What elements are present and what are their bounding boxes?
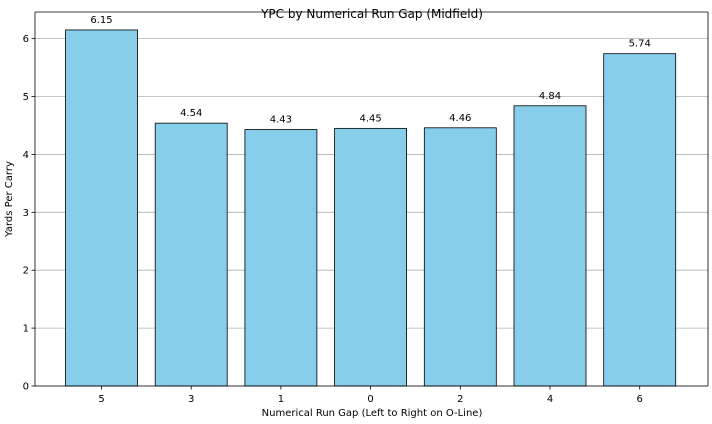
bar-value-label: 4.84 bbox=[539, 91, 561, 102]
x-axis-label: Numerical Run Gap (Left to Right on O-Li… bbox=[262, 408, 483, 419]
bar-value-label: 5.74 bbox=[629, 39, 651, 50]
y-tick-label: 3 bbox=[23, 208, 29, 219]
bar-value-label: 6.15 bbox=[90, 15, 112, 26]
bar-2 bbox=[423, 127, 497, 387]
x-ticks: 5 3 1 0 2 4 6 bbox=[98, 386, 643, 405]
x-tick-label: 0 bbox=[367, 394, 373, 405]
y-ticks: 0 1 2 3 4 5 6 bbox=[23, 34, 35, 393]
bar-value-label: 4.54 bbox=[180, 108, 202, 119]
bar-4 bbox=[513, 105, 587, 387]
x-tick-label: 4 bbox=[547, 394, 553, 405]
data-labels: 6.15 4.54 4.43 4.45 4.46 4.84 5.74 bbox=[90, 15, 650, 126]
y-tick-label: 6 bbox=[23, 34, 29, 45]
y-tick-label: 1 bbox=[23, 324, 29, 335]
x-tick-label: 5 bbox=[98, 394, 104, 405]
y-axis-label: Yards Per Carry bbox=[4, 161, 15, 238]
y-tick-label: 0 bbox=[23, 382, 29, 393]
bar-value-label: 4.46 bbox=[449, 113, 471, 124]
y-tick-label: 5 bbox=[23, 92, 29, 103]
x-tick-label: 3 bbox=[188, 394, 194, 405]
y-tick-label: 2 bbox=[23, 266, 29, 277]
bar-1 bbox=[244, 129, 318, 387]
x-tick-label: 6 bbox=[637, 394, 643, 405]
chart-title: YPC by Numerical Run Gap (Midfield) bbox=[260, 7, 483, 21]
y-tick-label: 4 bbox=[23, 150, 29, 161]
bar-value-label: 4.43 bbox=[270, 115, 292, 126]
bar-5 bbox=[65, 29, 138, 387]
x-tick-label: 2 bbox=[457, 394, 463, 405]
bars bbox=[65, 29, 677, 387]
bar-6 bbox=[603, 53, 677, 387]
axes bbox=[34, 11, 709, 387]
bar-value-label: 4.45 bbox=[359, 113, 381, 124]
bar-3 bbox=[154, 122, 228, 387]
bar-0 bbox=[334, 127, 408, 387]
x-tick-label: 1 bbox=[278, 394, 284, 405]
